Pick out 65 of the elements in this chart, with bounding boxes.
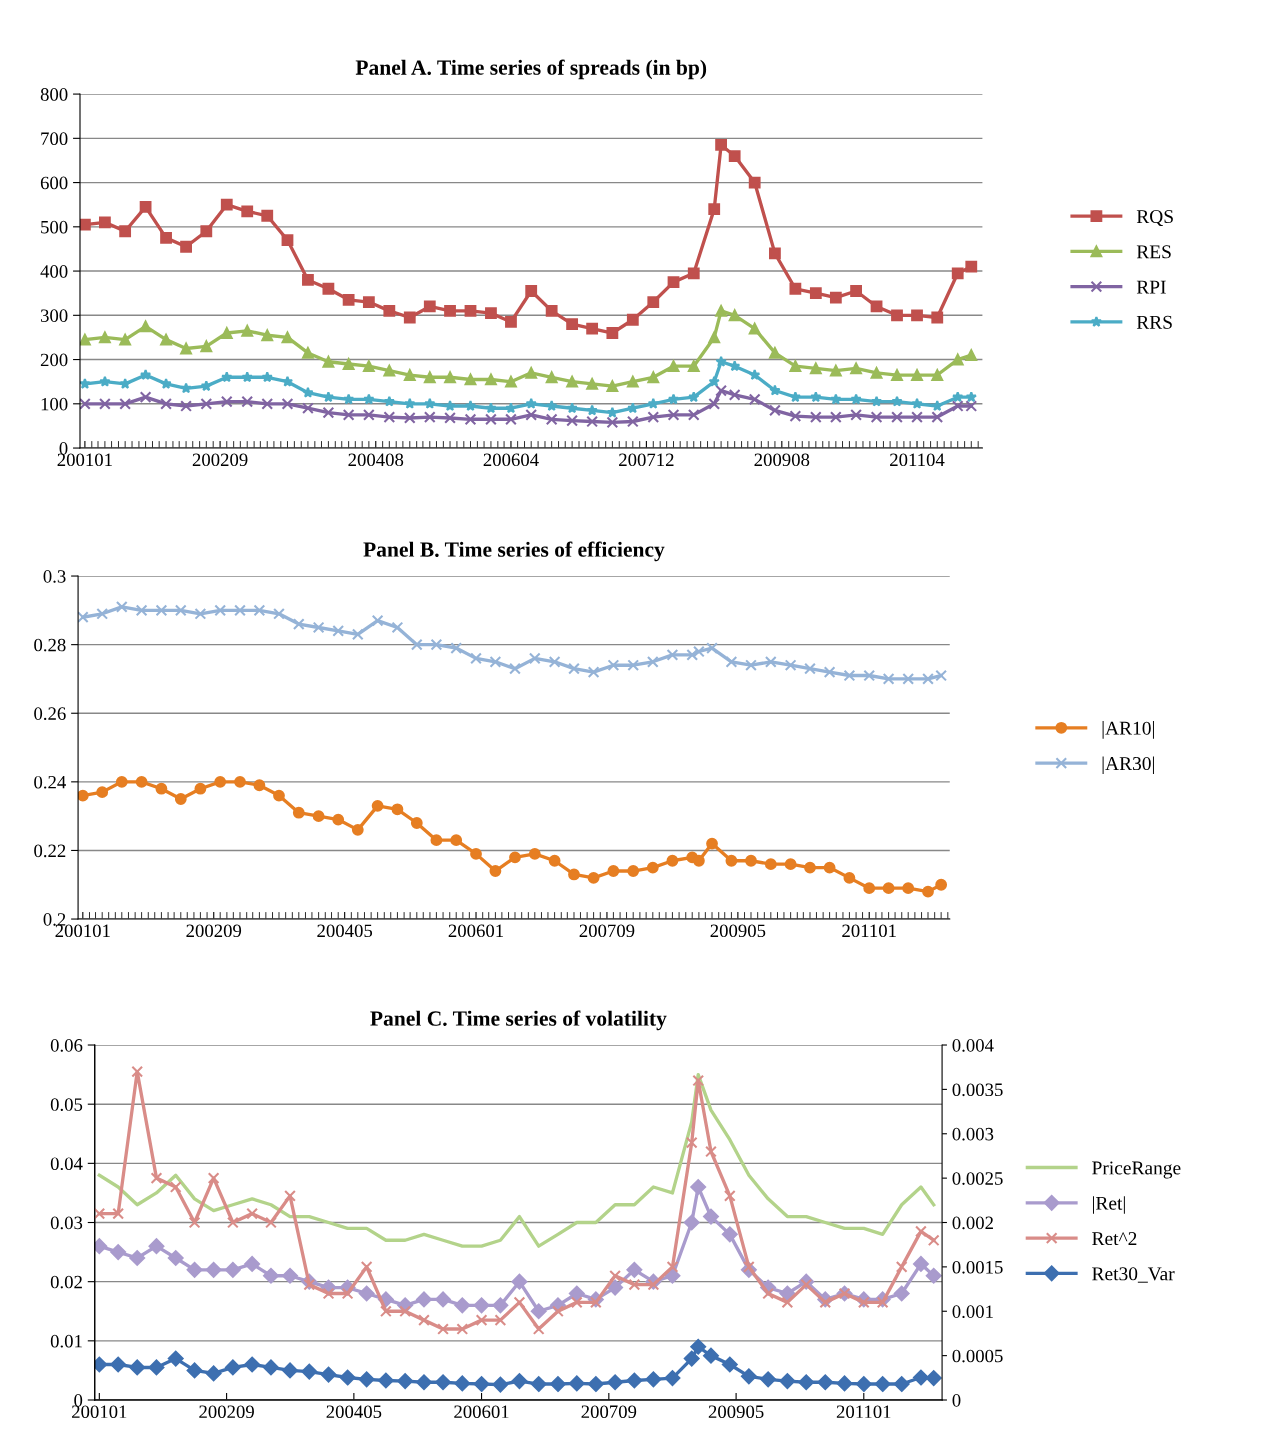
- chart-title: Panel C. Time series of volatility: [370, 1010, 667, 1031]
- y-tick-label: 0.01: [50, 1334, 82, 1348]
- x-tick-label: 200408: [348, 453, 404, 467]
- x-tick-label: 201101: [842, 924, 896, 938]
- y-tick-label: 300: [40, 309, 68, 322]
- x-tick-label: 200908: [754, 453, 810, 467]
- y2-tick-label: 0.0005: [952, 1349, 1003, 1363]
- y-tick-label: 200: [40, 353, 68, 367]
- y-tick-label: 400: [40, 265, 68, 278]
- x-tick-label: 200405: [326, 1405, 382, 1419]
- chart-title: Panel A. Time series of spreads (in bp): [355, 59, 707, 80]
- y2-tick-label: 0.002: [952, 1216, 993, 1230]
- y-tick-label: 0.28: [34, 638, 66, 652]
- x-tick-label: 200209: [186, 924, 242, 938]
- y2-tick-label: 0.0035: [952, 1083, 1003, 1097]
- y2-tick-label: 0.001: [952, 1305, 993, 1319]
- x-tick-label: 200604: [483, 453, 539, 467]
- legend-label: RQS: [1136, 210, 1173, 227]
- y2-tick-label: 0.0025: [952, 1172, 1003, 1185]
- y-tick-label: 0: [74, 1394, 83, 1407]
- y2-tick-label: 0.0015: [952, 1260, 1003, 1274]
- y-tick-label: 0.04: [50, 1157, 83, 1171]
- y-tick-label: 500: [41, 220, 68, 234]
- y-tick-label: 0: [59, 442, 68, 455]
- legend-label: |AR30|: [1102, 756, 1154, 775]
- y-tick-label: 0.2: [43, 913, 66, 926]
- y-tick-label: 0.02: [50, 1275, 82, 1289]
- legend-label: RRS: [1136, 315, 1172, 329]
- y-tick-label: 0.22: [34, 844, 66, 858]
- x-tick-label: 200709: [581, 1405, 637, 1419]
- y-tick-label: 600: [40, 176, 68, 190]
- legend-label: PriceRange: [1092, 1161, 1181, 1179]
- y-tick-label: 800: [40, 88, 68, 101]
- y-tick-label: 100: [41, 397, 68, 411]
- x-tick-label: 200101: [55, 924, 110, 938]
- x-tick-label: 200209: [192, 453, 248, 467]
- x-tick-label: 201101: [836, 1405, 891, 1419]
- legend-label: RES: [1136, 245, 1171, 259]
- y-tick-label: 0.26: [34, 707, 66, 721]
- x-tick-label: 200709: [579, 924, 635, 938]
- x-tick-label: 200905: [708, 1405, 764, 1419]
- y-tick-label: 0.03: [50, 1216, 83, 1230]
- y2-tick-label: 0.003: [952, 1127, 994, 1141]
- y-tick-label: 0.3: [43, 570, 66, 583]
- chart-title: Panel B. Time series of efficiency: [363, 541, 665, 562]
- y-tick-label: 0.24: [34, 775, 66, 789]
- x-tick-label: 200601: [454, 1405, 509, 1419]
- x-tick-label: 200712: [619, 453, 674, 467]
- y2-tick-label: 0.004: [952, 1039, 994, 1052]
- y-tick-label: 0.06: [50, 1039, 83, 1052]
- x-tick-label: 200601: [448, 924, 504, 938]
- x-tick-label: 200905: [710, 924, 766, 938]
- y-tick-label: 0.05: [50, 1098, 83, 1111]
- legend-label: Ret^2: [1092, 1232, 1137, 1246]
- legend-label: RPI: [1136, 280, 1166, 294]
- legend-label: Ret30_Var: [1092, 1267, 1175, 1283]
- x-tick-label: 200101: [57, 453, 112, 467]
- x-tick-label: 200405: [317, 924, 373, 938]
- y2-tick-label: 0: [952, 1394, 961, 1407]
- x-tick-label: 201104: [890, 453, 945, 467]
- y-tick-label: 700: [41, 132, 68, 146]
- x-tick-label: 200101: [72, 1405, 127, 1419]
- x-tick-label: 200209: [199, 1405, 254, 1419]
- legend-label: |AR10|: [1102, 721, 1154, 739]
- legend-label: |Ret|: [1093, 1196, 1125, 1214]
